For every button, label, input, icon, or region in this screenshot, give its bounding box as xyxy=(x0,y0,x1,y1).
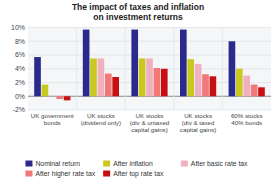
y-tick-label: 4% xyxy=(15,65,25,72)
x-axis: UK governmentbondsUK stocks(dividend onl… xyxy=(31,112,263,133)
chart: The impact of taxes and inflationon inve… xyxy=(0,0,276,183)
bars xyxy=(34,30,265,101)
bar xyxy=(105,74,112,97)
y-axis: -2% 0% 2% 4% 6% 8% 10% xyxy=(11,24,25,114)
group-separator xyxy=(222,28,223,111)
legend: Nominal return After inflation After basic… xyxy=(25,160,248,178)
group-separator xyxy=(76,28,77,111)
title: The impact of taxes and inflationon inve… xyxy=(72,2,204,22)
x-tick-label: UK stocks(dividend only) xyxy=(81,112,121,126)
bar xyxy=(243,76,250,97)
bar xyxy=(161,69,168,97)
x-tick-label: UK governmentbonds xyxy=(31,112,74,126)
x-tick-label: UK stocks(div & untaxedcapital gains) xyxy=(130,112,170,133)
bar xyxy=(56,96,63,99)
y-tick-label: -2% xyxy=(13,106,25,113)
bar xyxy=(139,58,146,96)
bar xyxy=(251,85,258,97)
legend-swatch xyxy=(103,171,110,177)
legend-label: Nominal return xyxy=(35,160,80,167)
legend-swatch xyxy=(25,161,32,167)
legend-label: After basic rate tax xyxy=(191,160,248,167)
bar xyxy=(64,96,71,100)
title-line: The impact of taxes and inflation xyxy=(72,2,204,12)
legend-swatch xyxy=(25,171,32,177)
bar xyxy=(146,58,153,96)
title-line: on investment returns xyxy=(93,12,183,22)
y-tick-label: 6% xyxy=(15,51,25,58)
bar xyxy=(210,76,217,96)
legend-item: After basic rate tax xyxy=(181,160,248,167)
x-tick-label: 60% stocks40% bonds xyxy=(231,112,263,126)
bar xyxy=(34,57,41,96)
bar xyxy=(83,30,90,97)
grid-line xyxy=(28,27,271,28)
bar xyxy=(131,30,138,97)
legend-item: After inflation xyxy=(103,160,153,167)
bar xyxy=(195,64,202,96)
y-tick-label: 0% xyxy=(15,93,25,100)
group-separator xyxy=(173,28,174,111)
y-tick-label: 2% xyxy=(15,79,25,86)
bar xyxy=(112,77,119,96)
grid xyxy=(28,28,271,111)
bar xyxy=(202,74,209,96)
x-tick-label-line: UK stocks xyxy=(87,112,115,119)
y-tick-label: 8% xyxy=(15,38,25,45)
legend-item: Nominal return xyxy=(25,160,80,167)
legend-swatch xyxy=(103,161,110,167)
bar xyxy=(258,87,265,96)
x-tick-label-line: UK stocks xyxy=(184,112,212,119)
grid-line xyxy=(28,110,271,111)
x-tick-label-line: capital gains) xyxy=(180,126,216,133)
x-tick-label-line: capital gains) xyxy=(131,126,167,133)
legend-swatch xyxy=(181,161,188,167)
bar xyxy=(90,58,97,96)
bar xyxy=(98,58,105,96)
bar xyxy=(154,68,161,96)
legend-label: After inflation xyxy=(113,160,153,167)
plot-area xyxy=(28,28,271,111)
x-tick-label-line: (div & untaxed xyxy=(130,119,170,126)
x-tick-label-line: UK government xyxy=(31,112,74,119)
bar xyxy=(236,69,243,97)
bar xyxy=(229,41,236,96)
legend-label: After top rate tax xyxy=(113,170,164,178)
bar xyxy=(180,30,187,97)
bar xyxy=(187,59,194,96)
x-tick-label-line: (div & taxed xyxy=(182,119,215,126)
x-tick-label-line: (dividend only) xyxy=(81,119,121,126)
x-tick-label-line: UK stocks xyxy=(136,112,164,119)
y-tick-label: 10% xyxy=(11,24,25,31)
x-tick-label-line: bonds xyxy=(44,119,61,126)
bar xyxy=(42,85,49,97)
legend-item: After top rate tax xyxy=(103,170,164,178)
legend-item: After higher rate tax xyxy=(25,170,95,178)
x-tick-label-line: 40% bonds xyxy=(231,119,262,126)
legend-label: After higher rate tax xyxy=(35,170,95,178)
group-separator xyxy=(125,28,126,111)
bar xyxy=(49,95,56,96)
x-tick-label-line: 60% stocks xyxy=(231,112,263,119)
x-tick-label: UK stocks(div & taxedcapital gains) xyxy=(180,112,216,133)
